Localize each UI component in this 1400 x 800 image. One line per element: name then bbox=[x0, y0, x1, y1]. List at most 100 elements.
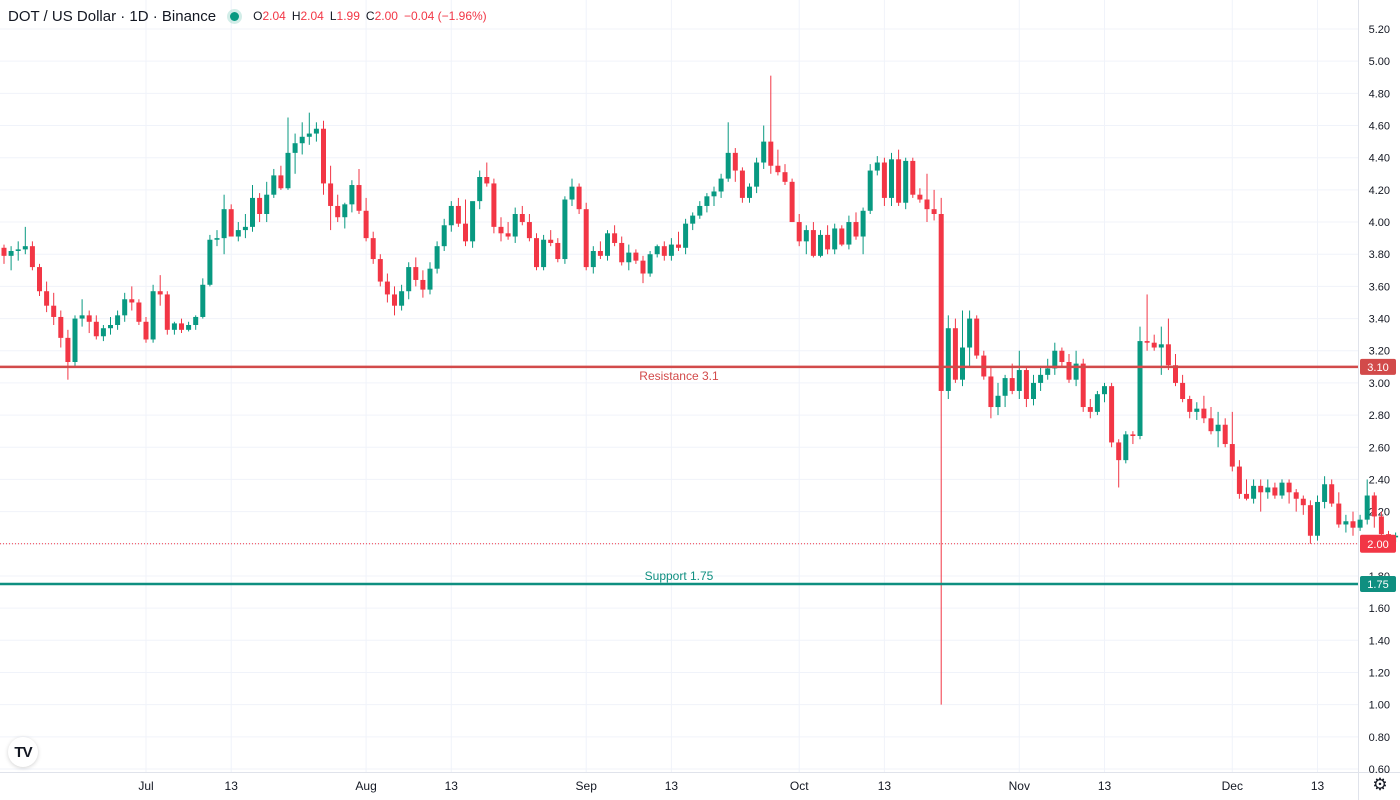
candle-body bbox=[1265, 487, 1271, 493]
candle bbox=[569, 178, 575, 206]
candle-body bbox=[583, 209, 589, 268]
candle-body bbox=[292, 143, 298, 153]
market-status-dot-icon bbox=[230, 11, 240, 21]
candle-body bbox=[1329, 484, 1335, 504]
candle bbox=[463, 199, 468, 247]
candle bbox=[129, 286, 135, 311]
close-value: 2.00 bbox=[374, 9, 398, 23]
candle-body bbox=[44, 291, 50, 306]
candle-body bbox=[619, 242, 625, 263]
candle-body bbox=[150, 291, 156, 340]
candle-body bbox=[271, 175, 277, 195]
candle bbox=[711, 186, 717, 206]
candle bbox=[441, 218, 447, 251]
candle-body bbox=[392, 294, 397, 306]
candle-body bbox=[647, 254, 653, 274]
candle-body bbox=[605, 233, 610, 256]
symbol-title[interactable]: DOT / US Dollar · 1D · Binance bbox=[8, 7, 217, 25]
candle bbox=[250, 185, 255, 232]
candle bbox=[1187, 395, 1193, 419]
candle-body bbox=[463, 223, 468, 242]
candle-body bbox=[1151, 342, 1157, 348]
candle-body bbox=[1109, 386, 1115, 443]
candle-body bbox=[633, 252, 639, 261]
candle bbox=[413, 257, 419, 287]
candle bbox=[86, 310, 92, 334]
candle-body bbox=[668, 244, 674, 256]
candle bbox=[477, 170, 483, 210]
x-tick-label: 13 bbox=[225, 779, 239, 793]
candle-body bbox=[115, 315, 121, 325]
candle-body bbox=[597, 251, 603, 256]
candle-body bbox=[420, 279, 426, 290]
candle bbox=[967, 310, 973, 367]
candle bbox=[1364, 479, 1370, 525]
candle-body bbox=[264, 194, 270, 214]
candle-body bbox=[328, 183, 334, 206]
tradingview-logo-icon[interactable]: TV bbox=[8, 737, 38, 767]
candle bbox=[1094, 390, 1100, 416]
candle bbox=[1222, 418, 1228, 448]
candle bbox=[562, 196, 568, 264]
candle bbox=[960, 310, 965, 387]
candle bbox=[271, 168, 277, 198]
candle bbox=[321, 120, 326, 195]
candle-body bbox=[228, 209, 234, 237]
candle bbox=[306, 112, 312, 145]
open-label: O bbox=[253, 9, 263, 23]
candle-body bbox=[1244, 493, 1249, 499]
y-tick-label: 5.20 bbox=[1369, 24, 1390, 36]
candle bbox=[739, 167, 745, 203]
y-tick-label: 0.60 bbox=[1369, 764, 1390, 776]
low-value: 1.99 bbox=[336, 9, 360, 23]
candle-body bbox=[839, 228, 845, 245]
candle-body bbox=[370, 238, 376, 260]
gear-icon[interactable]: ⚙ bbox=[1372, 775, 1388, 794]
candle bbox=[1265, 479, 1271, 499]
candle bbox=[1293, 489, 1299, 512]
candle-body bbox=[1222, 424, 1228, 445]
candle-body bbox=[8, 251, 14, 256]
candle-body bbox=[1357, 519, 1363, 528]
candle-body bbox=[278, 175, 284, 189]
candle bbox=[626, 244, 632, 271]
candle bbox=[1322, 476, 1328, 509]
candle-body bbox=[1137, 341, 1143, 436]
candle bbox=[1300, 495, 1306, 515]
candle-body bbox=[732, 152, 738, 171]
candle-body bbox=[313, 128, 319, 134]
candle-body bbox=[171, 323, 177, 330]
candle-body bbox=[1087, 407, 1093, 412]
candle-body bbox=[1016, 370, 1022, 391]
candle bbox=[1343, 514, 1349, 533]
candle-body bbox=[1322, 484, 1328, 502]
candle bbox=[505, 222, 511, 240]
candle-body bbox=[108, 325, 113, 329]
candle-body bbox=[377, 259, 383, 282]
candle bbox=[292, 133, 298, 174]
candle bbox=[605, 230, 610, 261]
candle bbox=[853, 212, 859, 240]
candle bbox=[548, 230, 554, 247]
candle bbox=[37, 263, 42, 297]
candle bbox=[860, 207, 866, 255]
candle-body bbox=[711, 191, 717, 197]
x-tick-label: Oct bbox=[790, 779, 809, 793]
candle-body bbox=[356, 185, 362, 211]
candle-body bbox=[1343, 521, 1349, 525]
candle-body bbox=[1116, 442, 1122, 461]
candle bbox=[221, 194, 227, 255]
candle-body bbox=[186, 325, 192, 330]
candle-body bbox=[1293, 492, 1299, 499]
candle-body bbox=[874, 162, 880, 171]
candle bbox=[1066, 353, 1072, 383]
candle-body bbox=[51, 305, 57, 317]
candle-body bbox=[1229, 444, 1235, 467]
candle bbox=[690, 212, 696, 231]
candle bbox=[654, 244, 660, 258]
high-value: 2.04 bbox=[300, 9, 324, 23]
candle-body bbox=[136, 302, 142, 322]
candle-body bbox=[988, 376, 994, 408]
candle-body bbox=[832, 228, 838, 250]
